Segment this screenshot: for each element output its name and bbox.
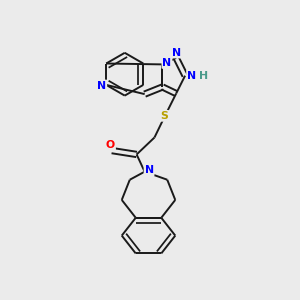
Text: N: N xyxy=(145,165,154,175)
Text: N: N xyxy=(172,47,181,58)
Text: H: H xyxy=(199,71,208,81)
Text: N: N xyxy=(97,80,106,91)
Text: S: S xyxy=(160,111,168,121)
Text: N: N xyxy=(162,58,172,68)
Text: N: N xyxy=(187,71,196,81)
Text: O: O xyxy=(106,140,115,150)
